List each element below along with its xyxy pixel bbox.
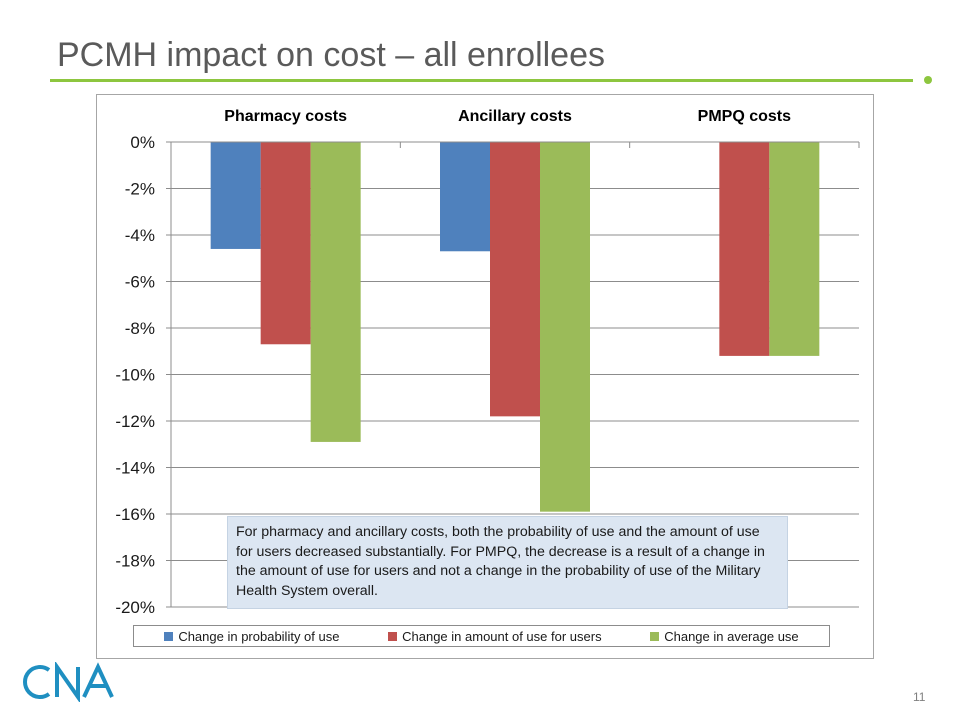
y-tick-label: -12% <box>115 412 155 431</box>
legend-swatch <box>388 631 398 641</box>
page-number: 11 <box>913 690 926 704</box>
bar <box>490 142 540 417</box>
y-tick-label: -8% <box>125 319 155 338</box>
legend-item: Change in probability of use <box>164 629 339 644</box>
chart-annotation: For pharmacy and ancillary costs, both t… <box>227 516 788 609</box>
y-tick-label: -18% <box>115 552 155 571</box>
bar <box>210 142 261 249</box>
bar <box>260 142 311 345</box>
y-tick-label: -2% <box>125 180 155 199</box>
y-tick-label: -6% <box>125 273 155 292</box>
legend-swatch <box>650 631 660 641</box>
legend-label: Change in average use <box>664 628 799 644</box>
title-underline-dot <box>924 76 932 84</box>
cna-logo <box>18 662 118 702</box>
bar <box>440 142 490 252</box>
bar <box>769 142 820 356</box>
y-tick-label: 0% <box>130 133 155 152</box>
y-tick-label: -16% <box>115 505 155 524</box>
legend-swatch <box>164 631 174 641</box>
chart-legend: Change in probability of use Change in am… <box>133 625 830 647</box>
legend-item: Change in amount of use for users <box>388 628 602 644</box>
category-label: PMPQ costs <box>698 108 791 125</box>
legend-item: Change in average use <box>650 628 799 644</box>
y-tick-label: -20% <box>115 598 155 617</box>
slide-title: PCMH impact on cost – all enrollees <box>57 36 606 74</box>
legend-label: Change in amount of use for users <box>402 628 602 644</box>
bar <box>540 142 590 512</box>
y-tick-label: -14% <box>115 459 155 478</box>
y-tick-label: -10% <box>115 366 155 385</box>
bar <box>310 142 361 442</box>
bar <box>719 142 770 356</box>
y-tick-label: -4% <box>125 226 155 245</box>
category-label: Ancillary costs <box>458 108 572 125</box>
cna-logo-mark <box>23 662 114 702</box>
category-label: Pharmacy costs <box>224 108 347 125</box>
legend-label: Change in probability of use <box>178 628 340 644</box>
title-underline <box>50 79 913 82</box>
